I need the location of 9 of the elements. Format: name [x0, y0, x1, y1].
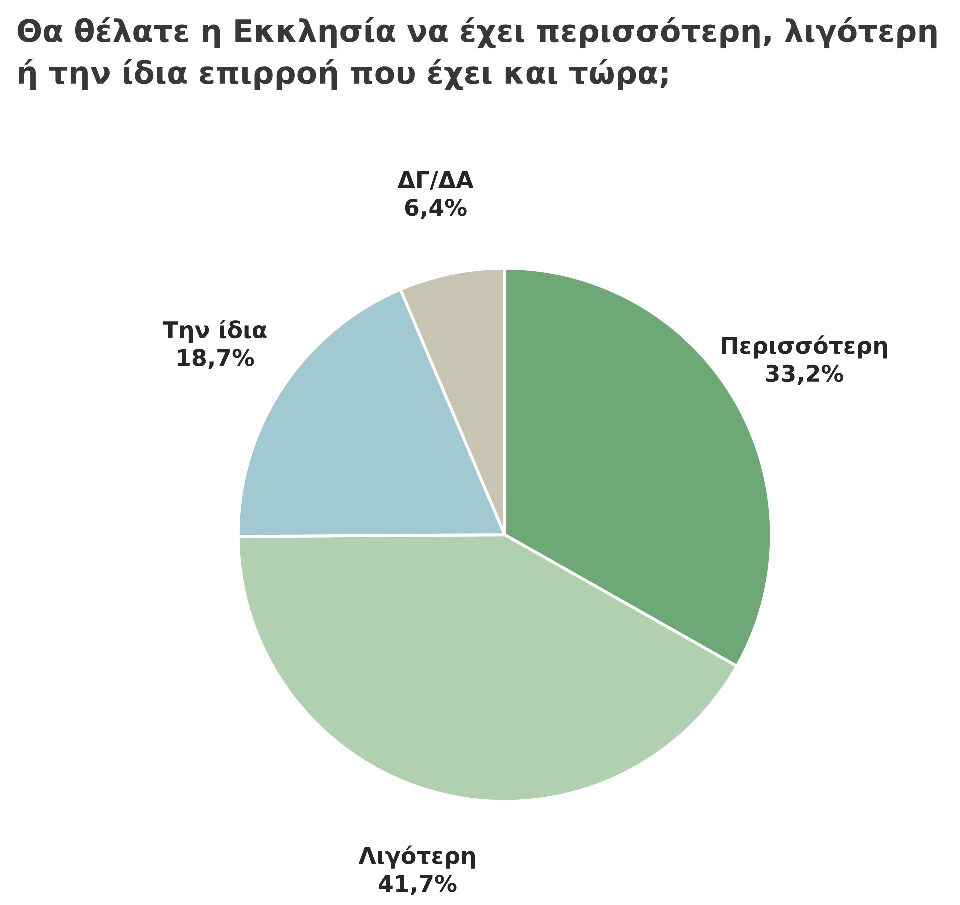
slice-label: Λιγότερη [358, 846, 476, 869]
slice-label: Περισσότερη [722, 336, 888, 359]
slice-label: Την ίδια [162, 320, 267, 344]
data-label: 18,7% [178, 349, 254, 370]
data-label: 41,7% [379, 874, 457, 896]
data-label: 6,4% [405, 198, 467, 220]
data-label: 33,2% [766, 364, 844, 386]
chart-title: Θα θέλατε η Εκκλησία να έχει περισσότερη, λιγότερη ή την ίδια επιρροή που έχει και τώρα; [18, 17, 937, 90]
slice-label: ΔΓ/ΔΑ [398, 171, 474, 190]
